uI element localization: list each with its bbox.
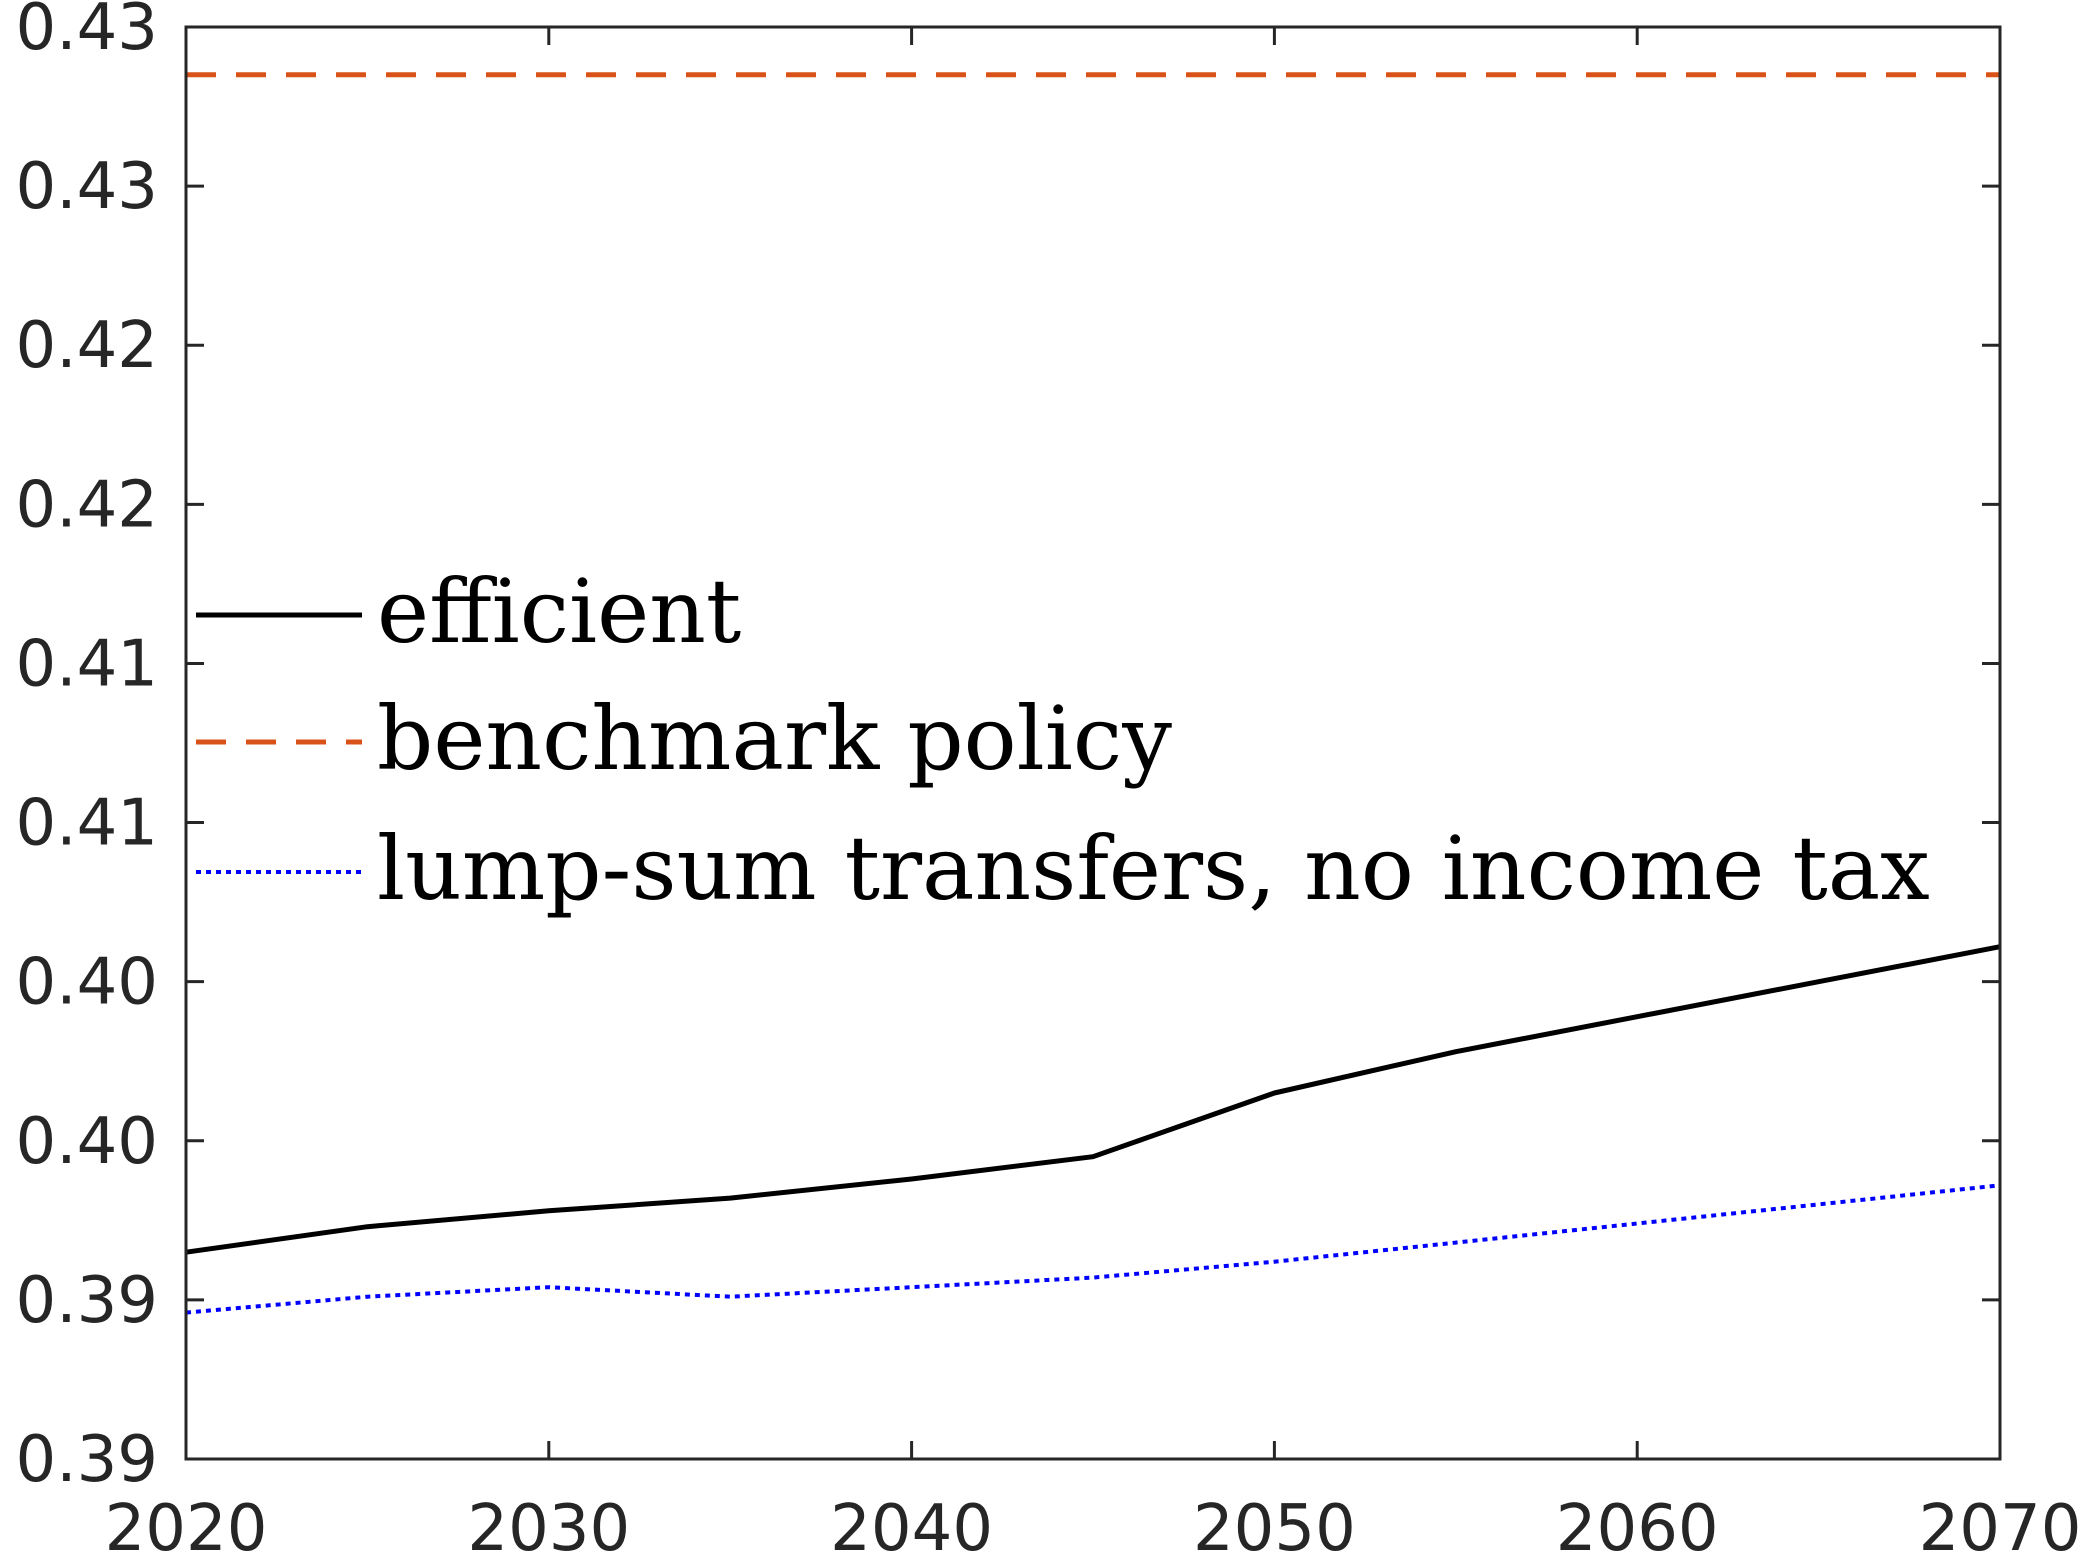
y-tick-label: 0.42 [16, 468, 159, 542]
x-tick-label: 2050 [1193, 1492, 1356, 1554]
x-tick-label: 2060 [1556, 1492, 1719, 1554]
y-axis-tick-labels: 0.39 0.39 0.40 0.40 0.41 0.41 0.42 0.42 0.43 0.43 [16, 0, 159, 1497]
legend: efficient benchmark policy lump-sum transf… [196, 560, 1930, 920]
y-tick-label: 0.43 [16, 0, 159, 65]
y-tick-label: 0.39 [16, 1264, 159, 1338]
y-tick-label: 0.42 [16, 309, 159, 383]
y-tick-label: 0.40 [16, 1105, 159, 1179]
y-tick-label: 0.43 [16, 150, 159, 224]
x-tick-label: 2020 [105, 1492, 268, 1554]
plot-frame [184, 25, 2002, 1461]
legend-label-2: benchmark policy [377, 687, 1172, 790]
series-line-1 [185, 944, 2001, 1255]
legend-label-3: lump-sum transfers, no income tax [377, 817, 1930, 920]
x-tick-label: 2040 [830, 1492, 993, 1554]
x-tick-label: 2070 [1919, 1492, 2082, 1554]
y-tick-label: 0.40 [16, 946, 159, 1020]
y-tick-label: 0.39 [16, 1423, 159, 1497]
x-tick-label: 2030 [467, 1492, 630, 1554]
legend-label-1: efficient [377, 560, 741, 663]
y-tick-label: 0.41 [16, 787, 159, 861]
x-axis-tick-labels: 2020 2030 2040 2050 2060 2070 [105, 1492, 2082, 1554]
y-tick-label: 0.41 [16, 627, 159, 701]
plot-background [186, 27, 2000, 1459]
series-line-3 [185, 1183, 2001, 1315]
series-layer [185, 72, 2001, 1315]
